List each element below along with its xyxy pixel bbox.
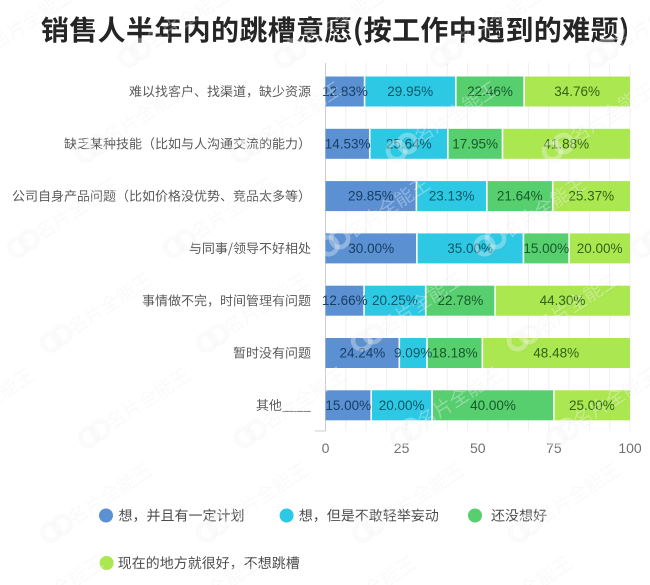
svg-text:34.76%: 34.76% — [554, 84, 600, 99]
svg-text:50: 50 — [470, 440, 486, 456]
svg-text:35.00%: 35.00% — [447, 241, 493, 256]
svg-text:30.00%: 30.00% — [348, 241, 394, 256]
svg-text:24.24%: 24.24% — [340, 346, 386, 361]
svg-text:21.64%: 21.64% — [497, 189, 543, 204]
svg-text:100: 100 — [618, 440, 642, 456]
svg-text:25.37%: 25.37% — [568, 189, 614, 204]
svg-text:29.85%: 29.85% — [348, 189, 394, 204]
svg-text:18.18%: 18.18% — [432, 346, 478, 361]
svg-text:75: 75 — [546, 440, 562, 456]
svg-text:25: 25 — [394, 440, 410, 456]
svg-text:17.95%: 17.95% — [452, 136, 498, 151]
svg-text:22.78%: 22.78% — [438, 293, 484, 308]
svg-text:15.00%: 15.00% — [325, 398, 371, 413]
svg-text:29.95%: 29.95% — [387, 84, 433, 99]
svg-text:41.88%: 41.88% — [543, 136, 589, 151]
svg-text:0: 0 — [322, 440, 330, 456]
svg-text:40.00%: 40.00% — [470, 398, 516, 413]
svg-text:20.00%: 20.00% — [379, 398, 425, 413]
svg-text:15.00%: 15.00% — [523, 241, 569, 256]
svg-text:23.13%: 23.13% — [429, 189, 475, 204]
svg-text:12.66%: 12.66% — [322, 293, 368, 308]
svg-text:48.48%: 48.48% — [533, 346, 579, 361]
svg-text:14.53%: 14.53% — [325, 136, 371, 151]
svg-text:20.00%: 20.00% — [577, 241, 623, 256]
svg-text:20.25%: 20.25% — [372, 293, 418, 308]
svg-text:9.09%: 9.09% — [394, 346, 432, 361]
